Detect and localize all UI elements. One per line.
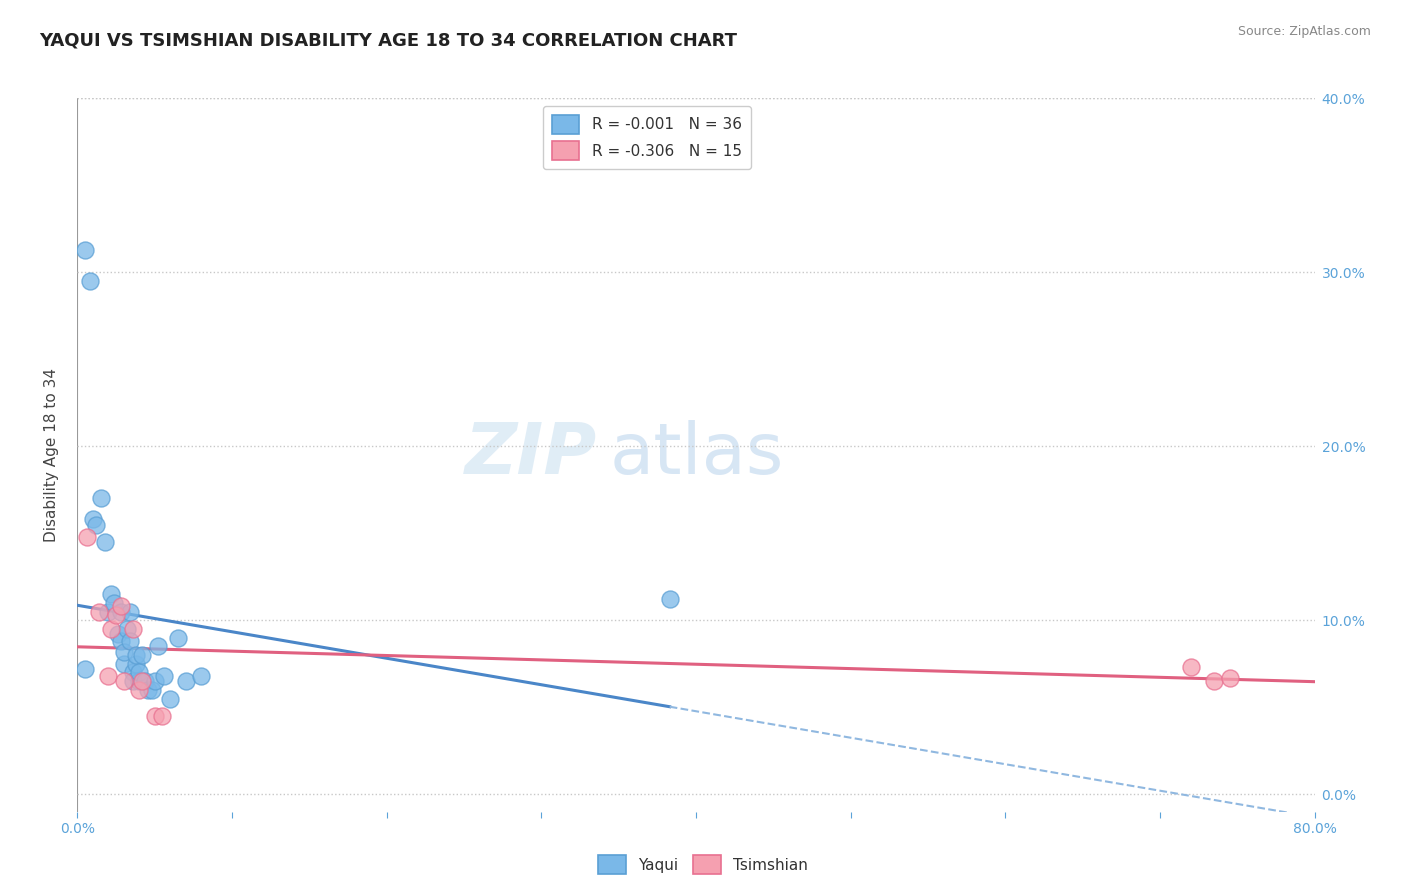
Point bbox=[105, 608, 128, 623]
Point bbox=[153, 669, 176, 683]
Point bbox=[110, 599, 132, 614]
Point bbox=[87, 605, 110, 619]
Point bbox=[122, 665, 145, 680]
Point bbox=[122, 622, 145, 636]
Point bbox=[167, 631, 190, 645]
Point bbox=[94, 535, 117, 549]
Point bbox=[84, 517, 107, 532]
Point bbox=[128, 665, 150, 680]
Point bbox=[1204, 674, 1226, 689]
Text: atlas: atlas bbox=[609, 420, 783, 490]
Point bbox=[112, 657, 135, 671]
Point bbox=[131, 648, 153, 662]
Point bbox=[79, 274, 101, 288]
Point bbox=[190, 669, 212, 683]
Legend: Yaqui, Tsimshian: Yaqui, Tsimshian bbox=[592, 849, 814, 880]
Point bbox=[143, 674, 166, 689]
Point bbox=[128, 682, 150, 697]
Point bbox=[118, 634, 141, 648]
Point bbox=[110, 605, 132, 619]
Point bbox=[100, 587, 122, 601]
Point bbox=[131, 674, 153, 689]
Point bbox=[152, 709, 174, 723]
Point bbox=[125, 648, 148, 662]
Point bbox=[658, 592, 681, 607]
Point bbox=[125, 657, 148, 671]
Point bbox=[1180, 660, 1202, 674]
Point bbox=[122, 674, 145, 689]
Text: Source: ZipAtlas.com: Source: ZipAtlas.com bbox=[1237, 25, 1371, 38]
Point bbox=[97, 605, 120, 619]
Point bbox=[128, 674, 150, 689]
Y-axis label: Disability Age 18 to 34: Disability Age 18 to 34 bbox=[44, 368, 59, 542]
Point bbox=[103, 596, 125, 610]
Point bbox=[100, 622, 122, 636]
Point bbox=[112, 674, 135, 689]
Point bbox=[146, 640, 169, 654]
Point bbox=[75, 243, 96, 257]
Point bbox=[90, 491, 112, 506]
Point bbox=[75, 662, 96, 676]
Text: ZIP: ZIP bbox=[465, 420, 598, 490]
Point bbox=[82, 512, 104, 526]
Point bbox=[76, 530, 98, 544]
Point bbox=[1219, 671, 1241, 685]
Text: YAQUI VS TSIMSHIAN DISABILITY AGE 18 TO 34 CORRELATION CHART: YAQUI VS TSIMSHIAN DISABILITY AGE 18 TO … bbox=[39, 31, 737, 49]
Point bbox=[174, 674, 197, 689]
Point bbox=[143, 709, 166, 723]
Point bbox=[112, 644, 135, 658]
Legend: R = -0.001   N = 36, R = -0.306   N = 15: R = -0.001 N = 36, R = -0.306 N = 15 bbox=[543, 106, 751, 169]
Point bbox=[115, 622, 138, 636]
Point bbox=[97, 669, 120, 683]
Point bbox=[107, 627, 129, 641]
Point bbox=[141, 682, 163, 697]
Point bbox=[110, 634, 132, 648]
Point bbox=[118, 605, 141, 619]
Point bbox=[134, 674, 156, 689]
Point bbox=[159, 691, 181, 706]
Point bbox=[138, 682, 160, 697]
